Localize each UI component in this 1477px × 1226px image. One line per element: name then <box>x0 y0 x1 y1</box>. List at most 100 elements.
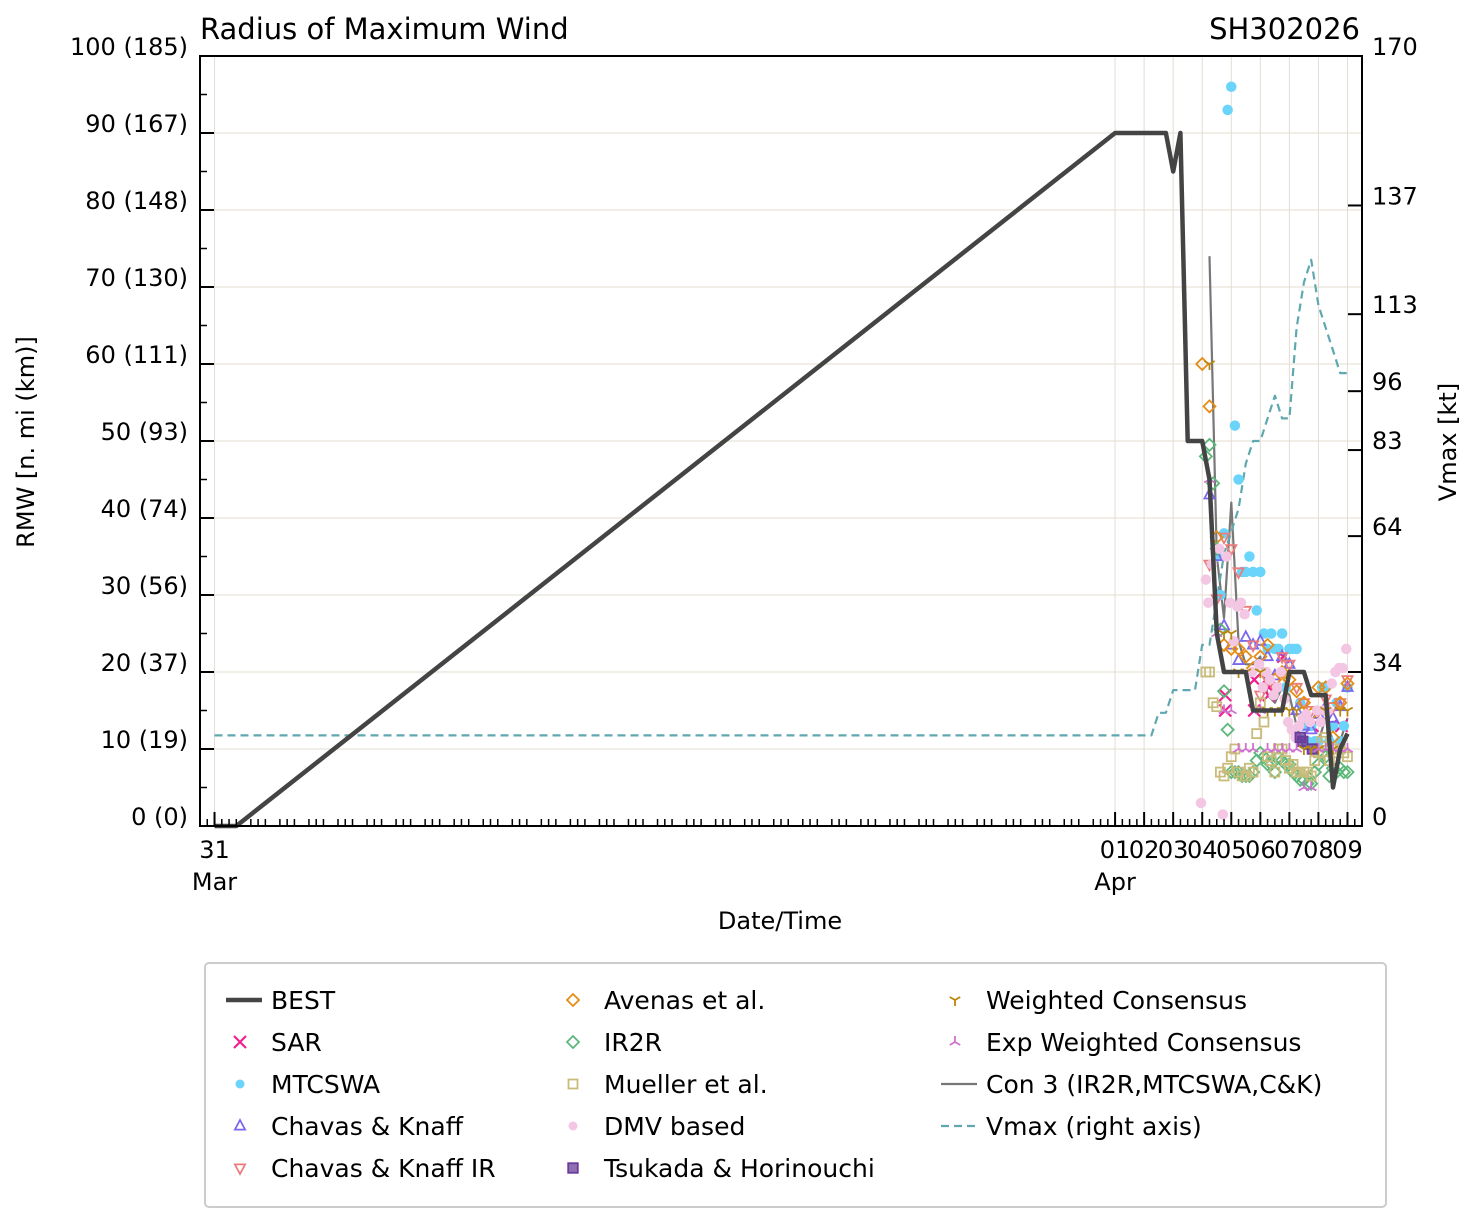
marker-diamond <box>1303 776 1319 791</box>
data-point-chavas-knaff-ir <box>1333 698 1347 711</box>
data-point-mtcswa <box>1222 104 1233 116</box>
legend-item-mueller-et-al: Mueller et al. <box>567 1070 768 1099</box>
chart-title: Radius of Maximum Wind <box>200 12 569 46</box>
legend-label: DMV based <box>604 1112 745 1141</box>
legend-marker <box>233 1163 247 1176</box>
marker-tri-down <box>1290 706 1303 717</box>
data-point-ir2r <box>1220 722 1235 738</box>
data-point-tsukada-horinouchi <box>1296 735 1309 748</box>
y-tick-label: 60 (111) <box>85 341 188 369</box>
legend-label: IR2R <box>604 1028 662 1057</box>
marker-square <box>1265 755 1277 766</box>
marker-circle <box>568 1121 578 1131</box>
legend-item-tsukada-horinouchi: Tsukada & Horinouchi <box>567 1154 875 1183</box>
legend-label: Avenas et al. <box>604 986 765 1015</box>
marker-square <box>1269 766 1281 778</box>
marker-square <box>1251 728 1263 739</box>
data-point-mtcswa <box>1244 551 1255 562</box>
data-point-mueller-et-al <box>1222 762 1234 774</box>
marker-triangle-down <box>1224 544 1238 557</box>
data-point-dmv-based <box>1200 574 1212 585</box>
marker-diamond <box>1231 641 1246 657</box>
marker-tri-down <box>1341 706 1354 717</box>
marker-diamond <box>1216 683 1232 699</box>
marker-triangle-up <box>1231 652 1246 665</box>
data-point-weighted-consensus <box>1254 668 1266 678</box>
data-point-mueller-et-al <box>1305 770 1317 782</box>
marker-circle <box>1251 605 1262 616</box>
data-point-dmv-based <box>1217 809 1229 820</box>
legend-item-vmax-right-axis: Vmax (right axis) <box>941 1112 1202 1141</box>
data-point-chavas-knaff-ir <box>1275 652 1289 665</box>
y-tick-label: 50 (93) <box>101 418 188 446</box>
data-point-chavas-knaff <box>1239 629 1253 642</box>
y-tick-label: 40 (74) <box>101 495 188 523</box>
y-tick-label: 20 (37) <box>101 649 188 677</box>
data-point-dmv-based <box>1315 716 1327 728</box>
data-point-avenas-et-al <box>1340 676 1355 691</box>
marker-tri-down <box>1254 668 1266 678</box>
data-point-dmv-based <box>1221 551 1232 562</box>
data-point-chavas-knaff-ir <box>1231 567 1246 580</box>
legend-label: BEST <box>271 986 336 1015</box>
marker-square <box>1204 666 1215 678</box>
y-tick-label: 80 (148) <box>85 187 188 215</box>
legend-label: MTCSWA <box>271 1070 380 1099</box>
data-point-dmv-based <box>1272 682 1283 693</box>
series-vmax-right-axis <box>214 258 1348 737</box>
legend-marker <box>233 1035 247 1049</box>
marker-diamond <box>1336 764 1352 780</box>
data-point-weighted-consensus <box>1225 629 1237 640</box>
data-point-mtcswa <box>1338 720 1350 732</box>
data-point-chavas-knaff <box>1231 652 1246 665</box>
x-tick-label: 07 <box>1274 836 1305 864</box>
data-point-chavas-knaff <box>1304 721 1318 735</box>
data-point-exp-weighted-consensus <box>1290 743 1303 753</box>
marker-circle <box>1272 682 1283 693</box>
marker-diamond <box>1340 676 1355 691</box>
y-axis-label: RMW [n. mi (km)] <box>12 336 40 548</box>
y-right-tick-label: 137 <box>1372 182 1418 210</box>
data-point-avenas-et-al <box>1296 695 1312 711</box>
legend: BEST SAR MTCSWA Chavas & Knaff Chavas & Knaf… <box>226 986 1322 1183</box>
legend-marker <box>235 1079 245 1089</box>
y-tick-label: 30 (56) <box>101 572 188 600</box>
marker-tri-up <box>1341 743 1354 753</box>
data-point-mueller-et-al <box>1251 728 1263 739</box>
marker-circle <box>1213 543 1225 555</box>
legend-marker <box>949 1036 961 1046</box>
legend-label: SAR <box>271 1028 322 1057</box>
marker-diamond <box>1202 399 1217 414</box>
data-point-mueller-et-al <box>1258 716 1270 728</box>
marker-circle <box>1203 597 1214 608</box>
marker-circle <box>1315 716 1327 728</box>
marker-tri-up <box>1247 743 1259 753</box>
x-tick-label: 08 <box>1303 836 1334 864</box>
x-tick-label: 02 <box>1129 836 1160 864</box>
legend-label: Vmax (right axis) <box>986 1112 1202 1141</box>
data-point-chavas-knaff-ir <box>1282 659 1296 673</box>
data-point-mueller-et-al <box>1265 755 1277 766</box>
marker-triangle-up <box>233 1118 247 1131</box>
data-point-dmv-based <box>1311 705 1323 716</box>
marker-triangle-up <box>1326 710 1340 723</box>
legend-marker <box>233 1118 247 1131</box>
legend-marker <box>565 1034 581 1050</box>
y-axis-right-label: Vmax [kt] <box>1434 383 1462 501</box>
data-point-mtcswa <box>1255 566 1266 578</box>
data-point-weighted-consensus <box>1290 706 1303 717</box>
data-point-chavas-knaff-ir <box>1246 640 1260 653</box>
data-point-ir2r <box>1242 768 1257 784</box>
marker-circle <box>1233 474 1244 485</box>
legend-item-ir2r: IR2R <box>565 1028 662 1057</box>
marker-triangle-up <box>1239 629 1253 642</box>
data-point-ir2r <box>1227 764 1243 780</box>
legend-label: Con 3 (IR2R,MTCSWA,C&K) <box>986 1070 1322 1099</box>
data-point-dmv-based <box>1257 682 1268 693</box>
data-point-mueller-et-al <box>1204 666 1215 678</box>
marker-square-filled <box>1296 735 1309 748</box>
marker-circle <box>235 1079 245 1089</box>
marker-circle <box>1276 628 1288 639</box>
x-axis-label: Date/Time <box>718 907 842 935</box>
y-right-tick-label: 113 <box>1372 291 1418 319</box>
